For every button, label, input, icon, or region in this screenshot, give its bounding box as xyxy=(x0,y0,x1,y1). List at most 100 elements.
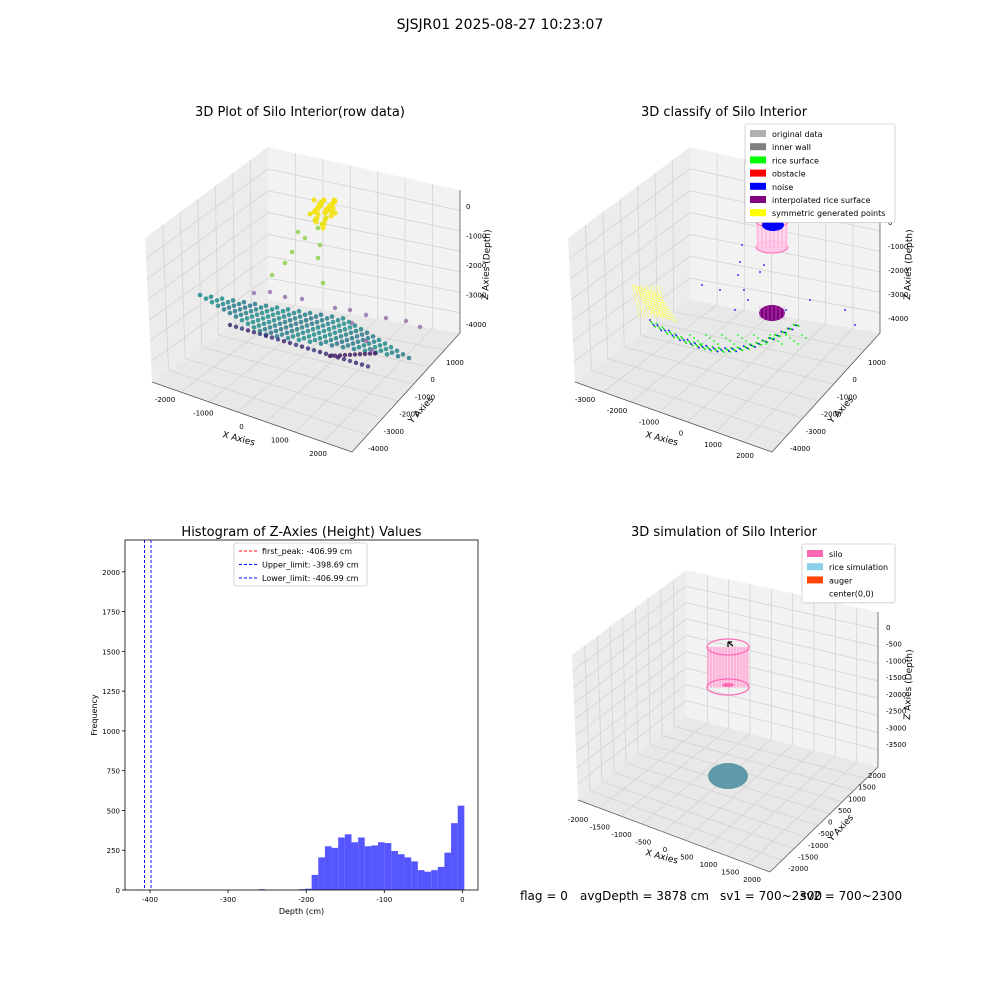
legend-label: first_peak: -406.99 cm xyxy=(262,547,352,556)
histogram-bar xyxy=(424,871,432,890)
data-point xyxy=(295,332,301,337)
data-point xyxy=(362,348,368,354)
y-tick-label: -3000 xyxy=(806,428,826,436)
data-point xyxy=(335,317,341,323)
gridline xyxy=(577,700,687,785)
data-point xyxy=(732,348,735,351)
gridline xyxy=(647,598,651,745)
histogram-bar xyxy=(305,888,312,890)
data-point xyxy=(697,346,700,349)
silo-top xyxy=(706,638,750,656)
y-tick-label: -1000 xyxy=(837,393,857,401)
data-point xyxy=(338,334,344,339)
data-point xyxy=(354,334,360,339)
gridline xyxy=(576,684,687,769)
data-point xyxy=(325,321,331,327)
chart2-legend: original data inner wall rice surface obsta… xyxy=(744,123,896,223)
y-tick-label: -4000 xyxy=(790,445,810,453)
data-point xyxy=(336,323,342,328)
data-point xyxy=(316,202,322,208)
data-point xyxy=(269,335,275,340)
x-tick-label: -3000 xyxy=(575,396,595,404)
legend-label: center(0,0) xyxy=(829,590,874,599)
data-point xyxy=(203,296,209,301)
data-point xyxy=(233,324,239,329)
data-point xyxy=(279,332,285,337)
y-axis-line xyxy=(771,332,881,453)
data-point xyxy=(318,312,324,318)
data-point xyxy=(233,314,239,319)
gridline xyxy=(685,618,879,665)
data-point xyxy=(727,350,730,352)
data-point xyxy=(725,348,728,350)
gridline xyxy=(197,198,203,347)
data-point xyxy=(365,364,371,369)
z-tick-label: -3500 xyxy=(886,741,906,749)
sym-point-line xyxy=(633,287,663,299)
data-point xyxy=(672,336,675,339)
chart4-legend: silo rice simulation auger center(0,0) xyxy=(801,543,896,604)
gridline xyxy=(149,255,269,342)
data-point xyxy=(275,310,281,316)
plot-area xyxy=(125,540,478,890)
x-tick-label: 1000 xyxy=(704,441,722,449)
silo-center xyxy=(722,683,734,687)
x-tick-label: 1500 xyxy=(721,869,739,877)
gridline xyxy=(596,636,603,782)
data-point xyxy=(259,310,265,316)
gridline xyxy=(673,725,867,780)
gridline xyxy=(150,277,269,362)
data-point xyxy=(395,353,401,359)
x-axis-label: X Axies xyxy=(221,430,256,448)
gridline xyxy=(267,190,461,232)
gridline xyxy=(147,212,269,301)
data-point xyxy=(299,344,305,349)
gridline xyxy=(179,211,186,359)
histogram-bar xyxy=(391,851,398,890)
data-point xyxy=(320,225,326,231)
data-point xyxy=(260,316,266,321)
data-point xyxy=(283,325,289,330)
status-avg-depth: avgDepth = 3878 cm xyxy=(580,889,709,903)
gridline xyxy=(601,781,795,850)
data-point xyxy=(793,340,795,342)
z-tick-label: -1000 xyxy=(466,233,486,241)
data-point xyxy=(322,334,328,339)
z-tick-label: 0 xyxy=(886,624,890,632)
data-point xyxy=(326,326,332,332)
data-point xyxy=(288,323,294,328)
data-point xyxy=(281,339,287,344)
legend-swatch xyxy=(807,550,823,557)
noise-point xyxy=(844,309,846,311)
data-point xyxy=(245,328,251,333)
data-point xyxy=(231,303,237,309)
y-tick-label: -1000 xyxy=(808,842,828,850)
gridline xyxy=(705,750,815,849)
data-point xyxy=(307,339,313,345)
histogram-bar xyxy=(444,852,452,890)
data-point xyxy=(661,326,664,329)
y-tick-label: 2000 xyxy=(102,569,120,577)
legend-swatch xyxy=(807,576,823,584)
axes3d-1 xyxy=(145,147,461,453)
data-point xyxy=(312,217,318,223)
chart3-title: Histogram of Z-Axies (Height) Values xyxy=(181,525,421,540)
data-point xyxy=(267,289,273,295)
data-point xyxy=(262,326,268,332)
sym-point-line xyxy=(637,293,667,305)
legend-swatch xyxy=(750,130,766,137)
data-point xyxy=(730,346,733,349)
data-point xyxy=(296,308,302,314)
data-point xyxy=(351,346,357,352)
data-point xyxy=(720,348,723,351)
legend-frame xyxy=(801,543,896,604)
data-point xyxy=(352,323,358,328)
legend-swatch xyxy=(750,156,766,164)
x-tick-label: -2000 xyxy=(155,396,175,404)
data-point xyxy=(297,314,303,319)
data-point xyxy=(311,209,317,215)
data-point xyxy=(248,308,254,314)
data-point xyxy=(332,305,338,311)
gridline xyxy=(323,328,433,443)
data-point xyxy=(747,348,750,350)
